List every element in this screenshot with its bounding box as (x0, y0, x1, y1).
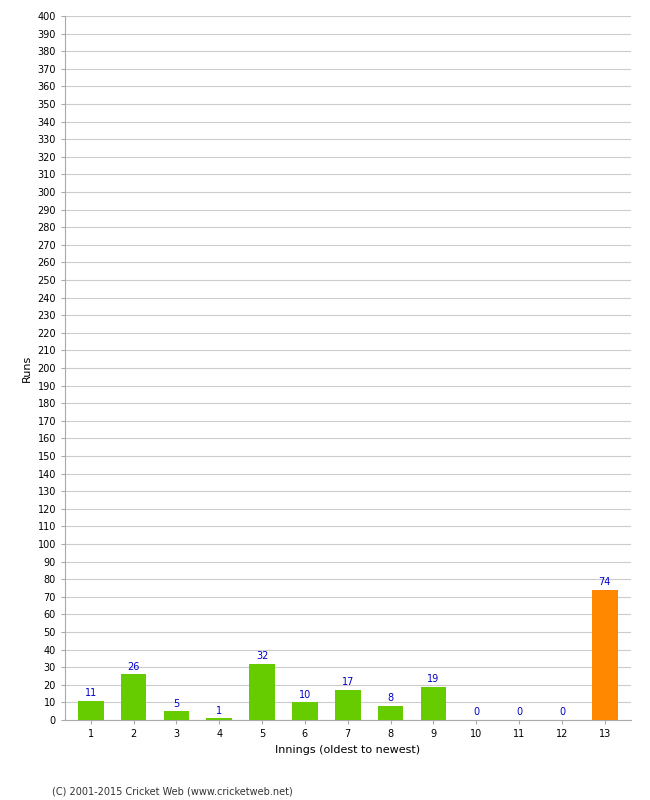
Bar (121, 674, 146, 720)
X-axis label: Innings (oldest to newest): Innings (oldest to newest) (275, 745, 421, 754)
Text: 11: 11 (84, 688, 97, 698)
Bar (335, 690, 361, 720)
Bar (592, 590, 617, 720)
Text: 26: 26 (127, 662, 140, 672)
Text: 17: 17 (341, 678, 354, 687)
Y-axis label: Runs: Runs (22, 354, 32, 382)
Text: 5: 5 (174, 698, 179, 709)
Text: 10: 10 (299, 690, 311, 700)
Text: 19: 19 (427, 674, 439, 684)
Bar (207, 718, 232, 720)
Bar (421, 686, 447, 720)
Bar (78, 701, 103, 720)
Text: 32: 32 (256, 651, 268, 661)
Text: (C) 2001-2015 Cricket Web (www.cricketweb.net): (C) 2001-2015 Cricket Web (www.cricketwe… (52, 786, 292, 796)
Text: 8: 8 (387, 694, 394, 703)
Text: 74: 74 (599, 577, 611, 587)
Text: 0: 0 (516, 707, 522, 718)
Text: 0: 0 (559, 707, 565, 718)
Text: 0: 0 (473, 707, 479, 718)
Bar (249, 664, 275, 720)
Bar (378, 706, 404, 720)
Bar (164, 711, 189, 720)
Text: 1: 1 (216, 706, 222, 715)
Bar (292, 702, 318, 720)
